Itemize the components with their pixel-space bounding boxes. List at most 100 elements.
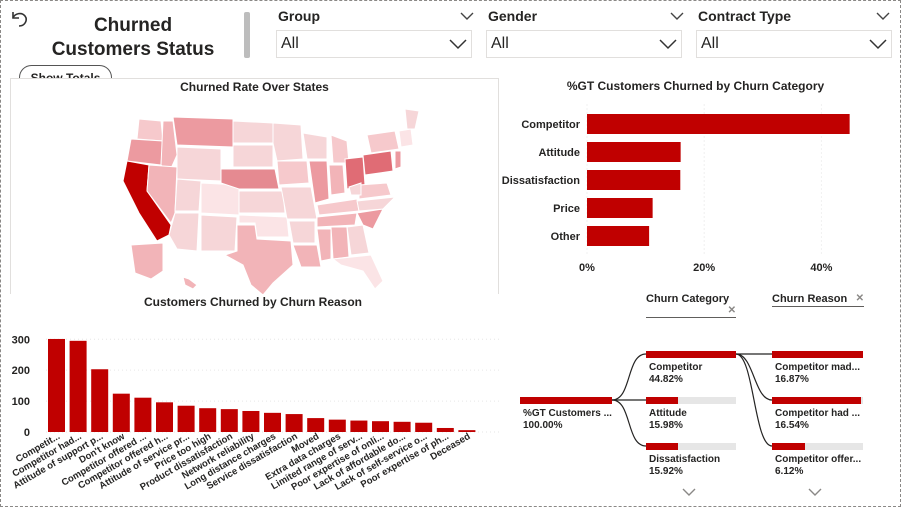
reason-bar[interactable] [285, 414, 303, 432]
reason-bar[interactable] [415, 422, 433, 432]
state-south-dakota[interactable] [232, 144, 274, 168]
reason-bar[interactable] [91, 369, 109, 432]
state-georgia[interactable] [346, 224, 370, 256]
state-north-dakota[interactable] [232, 120, 274, 144]
state-north-carolina[interactable] [356, 196, 397, 212]
tree-node-value: 44.82% [649, 374, 683, 385]
reason-bar[interactable] [372, 421, 389, 432]
state-washington[interactable] [136, 118, 164, 142]
us-states-map[interactable] [11, 95, 500, 295]
category-bar[interactable] [587, 114, 850, 134]
tree-header-churn-reason[interactable]: Churn Reason ✕ [772, 293, 864, 307]
state-new-jersey[interactable] [394, 150, 402, 170]
reason-chart-title: Customers Churned by Churn Reason [143, 295, 363, 309]
reason-bar[interactable] [458, 430, 476, 432]
state-utah[interactable] [174, 178, 202, 212]
reason-bar[interactable] [242, 410, 260, 432]
state-wyoming[interactable] [176, 146, 222, 182]
group-dropdown[interactable]: All [276, 30, 472, 58]
decomposition-tree[interactable]: Churn Category ✕ Churn Reason ✕ %GT Cust… [500, 290, 891, 504]
reason-bar[interactable] [69, 340, 87, 432]
state-new-york[interactable] [366, 130, 400, 154]
reason-bar[interactable] [134, 397, 152, 432]
reason-bar[interactable] [177, 405, 195, 432]
reason-bar[interactable] [328, 419, 346, 432]
category-bar[interactable] [587, 170, 681, 190]
state-new-mexico[interactable] [200, 214, 238, 252]
state-wisconsin[interactable] [302, 132, 328, 160]
tree-node-bar-attitude[interactable] [646, 397, 736, 404]
reason-bar[interactable] [393, 421, 411, 432]
remove-level-icon[interactable]: ✕ [855, 293, 864, 304]
state-kansas[interactable] [238, 190, 286, 214]
state-minnesota[interactable] [272, 122, 304, 162]
expand-chevron-icon[interactable] [682, 488, 696, 497]
tree-node-bar-competitor[interactable] [646, 351, 736, 358]
state-montana[interactable] [172, 116, 234, 148]
chevron-down-icon[interactable] [670, 11, 684, 21]
state-alabama[interactable] [330, 226, 350, 260]
category-bar-plot[interactable]: 0% 20% 40% Competitor Attitude Dissatisfactio… [500, 96, 891, 291]
state-west-virginia[interactable] [348, 182, 362, 196]
category-bar[interactable] [587, 198, 653, 218]
tree-node-bar-competitor-offered[interactable] [772, 443, 863, 450]
state-iowa[interactable] [276, 160, 310, 186]
state-idaho[interactable] [160, 120, 178, 174]
x-tick-label: 40% [810, 262, 832, 274]
reason-bar[interactable] [112, 393, 130, 432]
state-mississippi[interactable] [316, 228, 332, 262]
reason-bar[interactable] [199, 408, 217, 432]
state-florida[interactable] [331, 254, 384, 290]
reason-bar[interactable] [436, 427, 454, 432]
tree-node-bar-competitor-made[interactable] [772, 351, 863, 358]
state-kentucky[interactable] [316, 198, 360, 216]
contract-type-dropdown[interactable]: All [696, 30, 892, 58]
expand-chevron-icon[interactable] [808, 488, 822, 497]
back-arrow-icon[interactable] [8, 8, 30, 30]
tree-node-bar-competitor-had[interactable] [772, 397, 863, 404]
state-texas[interactable] [223, 224, 294, 295]
state-oregon[interactable] [126, 138, 164, 166]
reason-bar[interactable] [264, 412, 281, 432]
tree-header-churn-category[interactable]: Churn Category ✕ [646, 293, 736, 318]
churn-map-visual[interactable]: Churned Rate Over States [10, 78, 499, 296]
state-nebraska[interactable] [220, 168, 280, 190]
state-ohio[interactable] [344, 156, 366, 190]
churn-reason-chart[interactable]: Customers Churned by Churn Reason 0 100 20… [6, 294, 500, 504]
reason-bar[interactable] [220, 409, 238, 432]
state-south-carolina[interactable] [356, 208, 384, 230]
state-alaska[interactable] [130, 242, 164, 280]
tree-root-name: %GT Customers ... [523, 408, 612, 419]
title-scrollbar[interactable] [244, 12, 250, 58]
state-new-england[interactable] [398, 128, 414, 148]
state-louisiana[interactable] [292, 244, 322, 268]
reason-bar[interactable] [307, 418, 325, 432]
state-nevada[interactable] [146, 164, 178, 225]
chevron-down-icon[interactable] [876, 11, 890, 21]
state-virginia[interactable] [358, 182, 392, 200]
remove-level-icon[interactable]: ✕ [727, 305, 736, 316]
state-arizona[interactable] [168, 212, 200, 252]
state-tennessee[interactable] [316, 212, 358, 228]
category-bar[interactable] [587, 142, 681, 162]
state-arkansas[interactable] [288, 220, 316, 244]
state-indiana[interactable] [328, 164, 346, 196]
state-pennsylvania[interactable] [362, 150, 394, 176]
state-maine[interactable] [404, 108, 420, 130]
category-bar[interactable] [587, 226, 650, 246]
state-illinois[interactable] [308, 160, 330, 204]
reason-bar[interactable] [350, 420, 368, 432]
state-missouri[interactable] [280, 186, 318, 220]
gender-dropdown[interactable]: All [486, 30, 682, 58]
tree-connector [611, 353, 647, 401]
tree-root-bar[interactable] [520, 397, 612, 404]
page-title-line2: Customers Status [51, 39, 215, 60]
chevron-down-icon[interactable] [460, 11, 474, 21]
state-hawaii[interactable] [182, 276, 198, 290]
reason-bar[interactable] [156, 402, 173, 432]
tree-node-bar-dissatisfaction[interactable] [646, 443, 736, 450]
state-colorado[interactable] [200, 182, 240, 216]
reason-bar[interactable] [48, 338, 65, 432]
churn-category-chart[interactable]: %GT Customers Churned by Churn Category … [500, 78, 891, 293]
